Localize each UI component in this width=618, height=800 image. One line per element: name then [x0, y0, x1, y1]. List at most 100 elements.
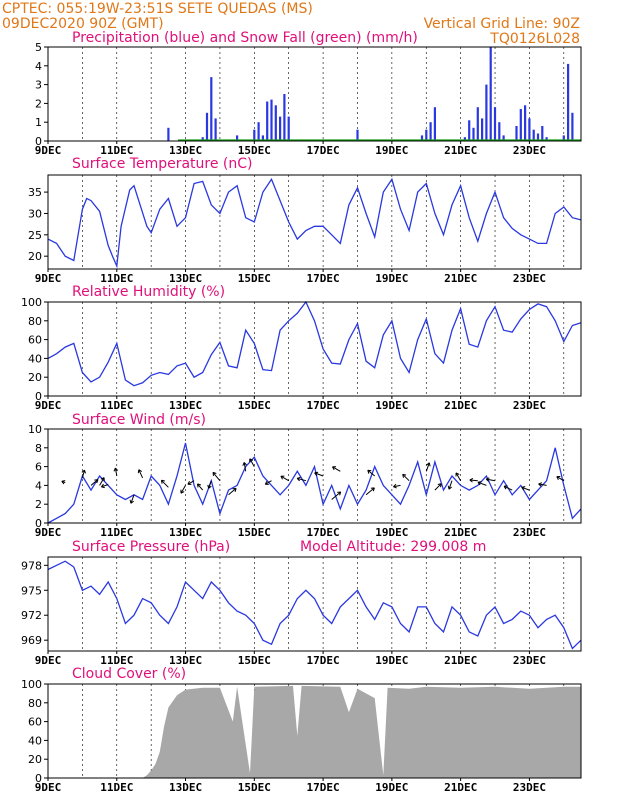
precipitation-bar [519, 109, 522, 141]
cloud-xtick-label: 21DEC [444, 781, 477, 794]
precipitation-bar [266, 101, 269, 141]
wind-arrow-shaft [187, 480, 195, 485]
humidity-frame [47, 301, 582, 397]
precipitation-bar [532, 129, 535, 141]
wind-arrow-head [296, 478, 300, 482]
wind-arrow-head [367, 469, 372, 472]
wind-arrow-shaft [180, 485, 186, 494]
precip-xtick-label: 9DEC [35, 144, 62, 157]
wind-arrow-shaft [556, 476, 565, 482]
precipitation-bar [274, 105, 277, 141]
precipitation-bar [524, 105, 527, 141]
temperature-series-line [47, 177, 582, 269]
wind-xtick-label: 15DEC [238, 526, 271, 539]
header-grid-note: Vertical Grid Line: 90Z [424, 16, 580, 32]
precipitation-bar [356, 129, 359, 141]
temperature-xtick-label: 11DEC [100, 272, 133, 285]
wind-arrow-head [197, 483, 202, 486]
temperature-xtick-label: 17DEC [307, 272, 340, 285]
wind-arrow-head [372, 487, 375, 492]
humidity-xtick-label: 23DEC [513, 399, 546, 412]
wind-arrow-head [428, 462, 431, 467]
wind-xtick-label: 19DEC [375, 526, 408, 539]
wind-arrow-head [100, 477, 105, 480]
wind-arrow-head [504, 485, 508, 487]
precip-ytick-label: 0 [35, 135, 42, 148]
precipitation-bar [201, 137, 204, 141]
wind-arrow-head [115, 467, 119, 471]
cloud-ytick-label: 60 [28, 716, 42, 729]
humidity-ytick-label: 60 [28, 334, 42, 347]
wind-arrow-head [485, 478, 490, 482]
wind-arrow-shaft [332, 466, 341, 472]
wind-arrow-shaft [365, 487, 375, 496]
pressure-ytick-label: 972 [21, 609, 42, 622]
wind-arrow-head [437, 483, 442, 485]
cloud-xtick-label: 13DEC [169, 781, 202, 794]
plot-layer: 0 1 2 3 4 5 9DEC 11DEC 13DEC 15DEC 17DEC 19DEC 21DEC… [21, 41, 582, 794]
cloud-panel: 0 20 40 60 80 100 9DEC 11DEC 13DEC 15DEC 17DEC 19DE… [21, 678, 582, 794]
wind-ytick-label: 2 [35, 498, 42, 511]
wind-arrow-head [207, 484, 210, 489]
wind-arrow-shaft [197, 483, 204, 491]
temperature-xtick-label: 21DEC [444, 272, 477, 285]
precipitation-bar [236, 135, 239, 141]
humidity-xtick-label: 15DEC [238, 399, 271, 412]
cloud-xtick-label: 15DEC [238, 781, 271, 794]
pressure-xtick-label: 15DEC [238, 654, 271, 667]
wind-ytick-label: 10 [28, 423, 42, 436]
pressure-xtick-label: 13DEC [169, 654, 202, 667]
wind-arrow-shaft [469, 479, 478, 482]
pressure-xtick-label: 11DEC [100, 654, 133, 667]
wind-xtick-label: 21DEC [444, 526, 477, 539]
precipitation-bar [279, 116, 282, 141]
precipitation-bar [420, 135, 424, 141]
cloud-ytick-label: 0 [35, 772, 42, 785]
cloud-ytick-label: 20 [28, 753, 42, 766]
wind-arrow-head [314, 471, 319, 474]
precipitation-bar [536, 133, 540, 141]
cloud-panel-title: Cloud Cover (%) [72, 666, 186, 682]
wind-arrow-head [393, 483, 397, 488]
wind-xtick-label: 13DEC [169, 526, 202, 539]
wind-arrow-shaft [228, 488, 237, 496]
wind-arrow-shaft [249, 458, 255, 467]
precipitation-bar [287, 116, 290, 141]
precipitation-bar [463, 137, 466, 141]
wind-arrow-head [61, 480, 66, 482]
header-code: TQ0126L028 [489, 31, 580, 47]
humidity-ytick-label: 80 [28, 315, 42, 328]
precipitation-bar [493, 107, 497, 141]
wind-panel-title: Surface Wind (m/s) [72, 412, 206, 428]
precipitation-bar [283, 94, 286, 141]
precip-ytick-label: 3 [35, 79, 42, 92]
wind-xtick-label: 17DEC [307, 526, 340, 539]
precipitation-bar [481, 118, 484, 141]
wind-arrow-shaft [331, 491, 342, 500]
pressure-panel-title: Surface Pressure (hPa) [72, 539, 230, 555]
wind-arrow-shaft [243, 462, 247, 472]
wind-arrow-head [469, 479, 473, 483]
pressure-series-line [47, 560, 582, 650]
wind-arrow-head [187, 480, 190, 485]
pressure-panel: 969 972 975 978 9DEC 11DEC 13DEC 15DEC 17DEC 19DE… [21, 556, 582, 667]
wind-arrow-head [208, 485, 212, 489]
wind-arrow-head [521, 486, 526, 488]
wind-arrow-shaft [402, 473, 410, 482]
wind-arrow-head [402, 474, 404, 478]
wind-frame [47, 428, 582, 524]
wind-ytick-label: 0 [35, 517, 42, 530]
wind-arrow-head [81, 469, 85, 473]
wind-arrow-head [314, 472, 318, 477]
wind-arrow-head [455, 472, 460, 475]
wind-arrow-head [393, 486, 397, 489]
precip-ytick-label: 2 [35, 97, 42, 110]
humidity-ytick-label: 0 [35, 390, 42, 403]
wind-arrow-head [242, 462, 245, 466]
wind-arrow-shaft [101, 484, 109, 488]
wind-arrow-shaft [314, 472, 324, 477]
wind-arrow-head [197, 483, 199, 488]
wind-arrow-head [137, 469, 140, 474]
wind-ytick-label: 8 [35, 442, 42, 455]
precip-xtick-label: 17DEC [307, 144, 340, 157]
